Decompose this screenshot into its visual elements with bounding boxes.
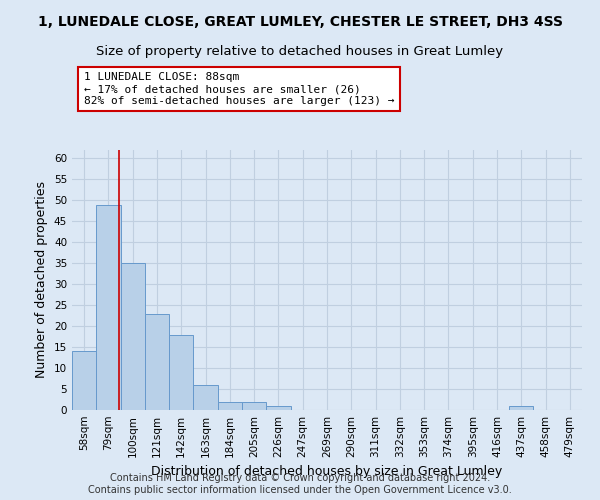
- Bar: [72, 352, 96, 410]
- Text: Size of property relative to detached houses in Great Lumley: Size of property relative to detached ho…: [97, 45, 503, 58]
- Bar: [509, 406, 533, 410]
- Bar: [266, 406, 290, 410]
- Bar: [169, 334, 193, 410]
- Bar: [145, 314, 169, 410]
- Bar: [121, 263, 145, 410]
- Bar: [96, 204, 121, 410]
- Bar: [193, 385, 218, 410]
- Bar: [242, 402, 266, 410]
- Text: Contains HM Land Registry data © Crown copyright and database right 2024.
Contai: Contains HM Land Registry data © Crown c…: [88, 474, 512, 495]
- Text: 1, LUNEDALE CLOSE, GREAT LUMLEY, CHESTER LE STREET, DH3 4SS: 1, LUNEDALE CLOSE, GREAT LUMLEY, CHESTER…: [37, 15, 563, 29]
- Text: 1 LUNEDALE CLOSE: 88sqm
← 17% of detached houses are smaller (26)
82% of semi-de: 1 LUNEDALE CLOSE: 88sqm ← 17% of detache…: [84, 72, 395, 106]
- X-axis label: Distribution of detached houses by size in Great Lumley: Distribution of detached houses by size …: [151, 466, 503, 478]
- Y-axis label: Number of detached properties: Number of detached properties: [35, 182, 49, 378]
- Bar: [218, 402, 242, 410]
